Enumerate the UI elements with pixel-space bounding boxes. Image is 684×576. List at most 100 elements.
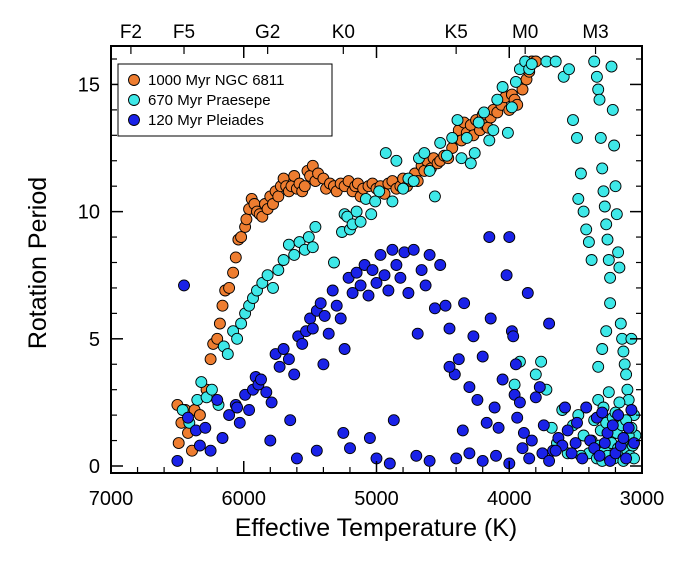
- data-point-pleiades: [288, 368, 301, 381]
- data-point-pleiades: [476, 454, 489, 467]
- data-points: [171, 55, 642, 470]
- data-point-pleiades: [317, 358, 330, 371]
- data-point-pleiades: [521, 287, 534, 299]
- data-point-pleiades: [463, 381, 476, 394]
- legend-marker-ngc6811: [128, 74, 140, 86]
- data-point-pleiades: [480, 416, 493, 429]
- tick-labels: 7000 6000 5000 4000 3000 0 5 10 15 F2 F5 G2 K0 K5 M0 M3: [78, 22, 665, 510]
- data-point-praesepe: [397, 182, 410, 195]
- data-point-pleiades: [456, 424, 469, 437]
- data-point-praesepe: [613, 396, 626, 409]
- data-point-ngc6811: [193, 409, 206, 422]
- data-point-praesepe: [491, 93, 504, 106]
- data-point-praesepe: [529, 368, 542, 381]
- axis-ticks: [110, 46, 643, 473]
- data-point-praesepe: [365, 208, 378, 221]
- data-point-pleiades: [171, 454, 184, 467]
- data-point-pleiades: [484, 312, 497, 325]
- data-point-praesepe: [594, 131, 607, 144]
- spectral-type-label: F2: [120, 22, 142, 43]
- data-point-pleiades: [296, 337, 309, 350]
- data-point-pleiades: [576, 452, 589, 465]
- y-axis-title: Rotation Period: [24, 177, 52, 349]
- spectral-type-label: M0: [512, 22, 538, 43]
- data-point-pleiades: [394, 271, 407, 284]
- data-point-ngc6811: [240, 213, 253, 226]
- data-point-praesepe: [601, 233, 614, 246]
- data-point-pleiades: [344, 442, 356, 455]
- data-point-praesepe: [535, 355, 548, 368]
- data-point-pleiades: [496, 373, 509, 386]
- data-point-pleiades: [284, 414, 297, 427]
- data-point-praesepe: [231, 332, 244, 345]
- data-point-praesepe: [592, 360, 605, 373]
- data-point-praesepe: [235, 317, 248, 330]
- data-point-praesepe: [610, 208, 623, 221]
- data-point-pleiades: [199, 421, 212, 434]
- data-point-pleiades: [443, 322, 456, 335]
- data-point-pleiades: [306, 322, 319, 335]
- y-tick-label: 15: [78, 74, 100, 96]
- data-point-praesepe: [614, 317, 627, 330]
- data-point-ngc6811: [211, 332, 224, 345]
- data-point-pleiades: [310, 444, 323, 457]
- data-point-praesepe: [195, 376, 208, 389]
- spectral-type-label: G2: [255, 22, 280, 43]
- data-point-praesepe: [386, 195, 399, 208]
- data-point-pleiades: [411, 327, 424, 340]
- data-point-praesepe: [618, 358, 631, 371]
- data-point-pleiades: [264, 434, 277, 447]
- data-point-pleiades: [569, 437, 582, 450]
- data-point-praesepe: [354, 215, 367, 228]
- data-point-praesepe: [567, 114, 579, 127]
- data-point-praesepe: [472, 116, 485, 129]
- data-point-praesepe: [272, 264, 285, 277]
- data-point-praesepe: [593, 93, 606, 106]
- data-point-pleiades: [580, 401, 593, 414]
- data-point-praesepe: [602, 254, 615, 266]
- data-point-praesepe: [563, 63, 575, 76]
- data-point-praesepe: [407, 175, 420, 188]
- data-point-pleiades: [463, 447, 476, 460]
- data-point-ngc6811: [229, 251, 242, 264]
- data-point-pleiades: [612, 409, 625, 422]
- legend-marker-pleiades: [128, 114, 140, 126]
- data-point-pleiades: [223, 409, 236, 422]
- data-point-praesepe: [373, 185, 386, 198]
- data-point-ngc6811: [227, 266, 240, 279]
- data-point-praesepe: [501, 126, 514, 139]
- data-point-pleiades: [390, 259, 403, 271]
- data-point-pleiades: [423, 248, 436, 261]
- data-point-ngc6811: [172, 437, 185, 450]
- data-point-ngc6811: [516, 83, 529, 96]
- data-point-pleiades: [193, 439, 206, 452]
- data-point-praesepe: [455, 152, 468, 165]
- data-point-ngc6811: [213, 317, 226, 330]
- data-point-praesepe: [508, 378, 521, 391]
- data-point-pleiades: [337, 426, 350, 439]
- data-point-praesepe: [604, 297, 617, 310]
- data-point-praesepe: [612, 246, 625, 259]
- data-point-praesepe: [434, 136, 447, 149]
- data-point-pleiades: [523, 452, 536, 465]
- data-point-praesepe: [418, 147, 431, 160]
- data-point-pleiades: [277, 343, 290, 355]
- data-point-pleiades: [439, 299, 452, 312]
- data-point-pleiades: [593, 449, 606, 462]
- data-point-praesepe: [478, 106, 490, 119]
- spectral-type-label: M3: [582, 22, 608, 43]
- x-tick-label: 6000: [222, 488, 267, 510]
- x-tick-label: 4000: [487, 488, 532, 510]
- data-point-pleiades: [543, 454, 556, 467]
- data-point-pleiades: [628, 437, 640, 450]
- data-point-pleiades: [511, 411, 524, 424]
- data-point-pleiades: [346, 287, 359, 299]
- data-point-pleiades: [434, 259, 447, 271]
- data-point-pleiades: [318, 309, 331, 322]
- data-point-pleiades: [517, 426, 530, 439]
- data-point-praesepe: [483, 134, 496, 147]
- data-point-pleiades: [543, 317, 556, 330]
- data-point-pleiades: [428, 302, 441, 315]
- data-point-praesepe: [440, 149, 453, 162]
- data-point-praesepe: [446, 131, 459, 144]
